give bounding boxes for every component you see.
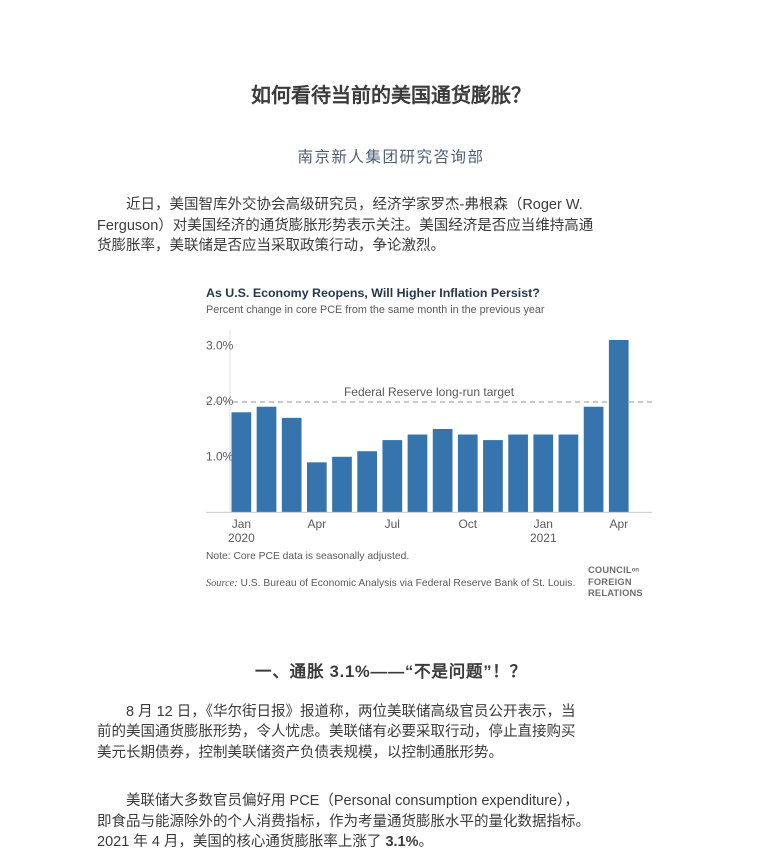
svg-text:2021: 2021: [530, 531, 557, 545]
svg-text:2020: 2020: [228, 531, 255, 545]
svg-text:Jan: Jan: [534, 517, 553, 531]
svg-text:1.0%: 1.0%: [206, 450, 234, 464]
svg-text:Apr: Apr: [307, 517, 326, 531]
svg-text:Oct: Oct: [458, 517, 477, 531]
svg-text:2.0%: 2.0%: [206, 394, 234, 408]
svg-text:Apr: Apr: [609, 517, 628, 531]
svg-text:Jan: Jan: [232, 517, 251, 531]
svg-text:Jul: Jul: [385, 517, 400, 531]
svg-text:Federal Reserve long-run targe: Federal Reserve long-run target: [344, 385, 515, 399]
svg-text:3.0%: 3.0%: [206, 339, 234, 353]
